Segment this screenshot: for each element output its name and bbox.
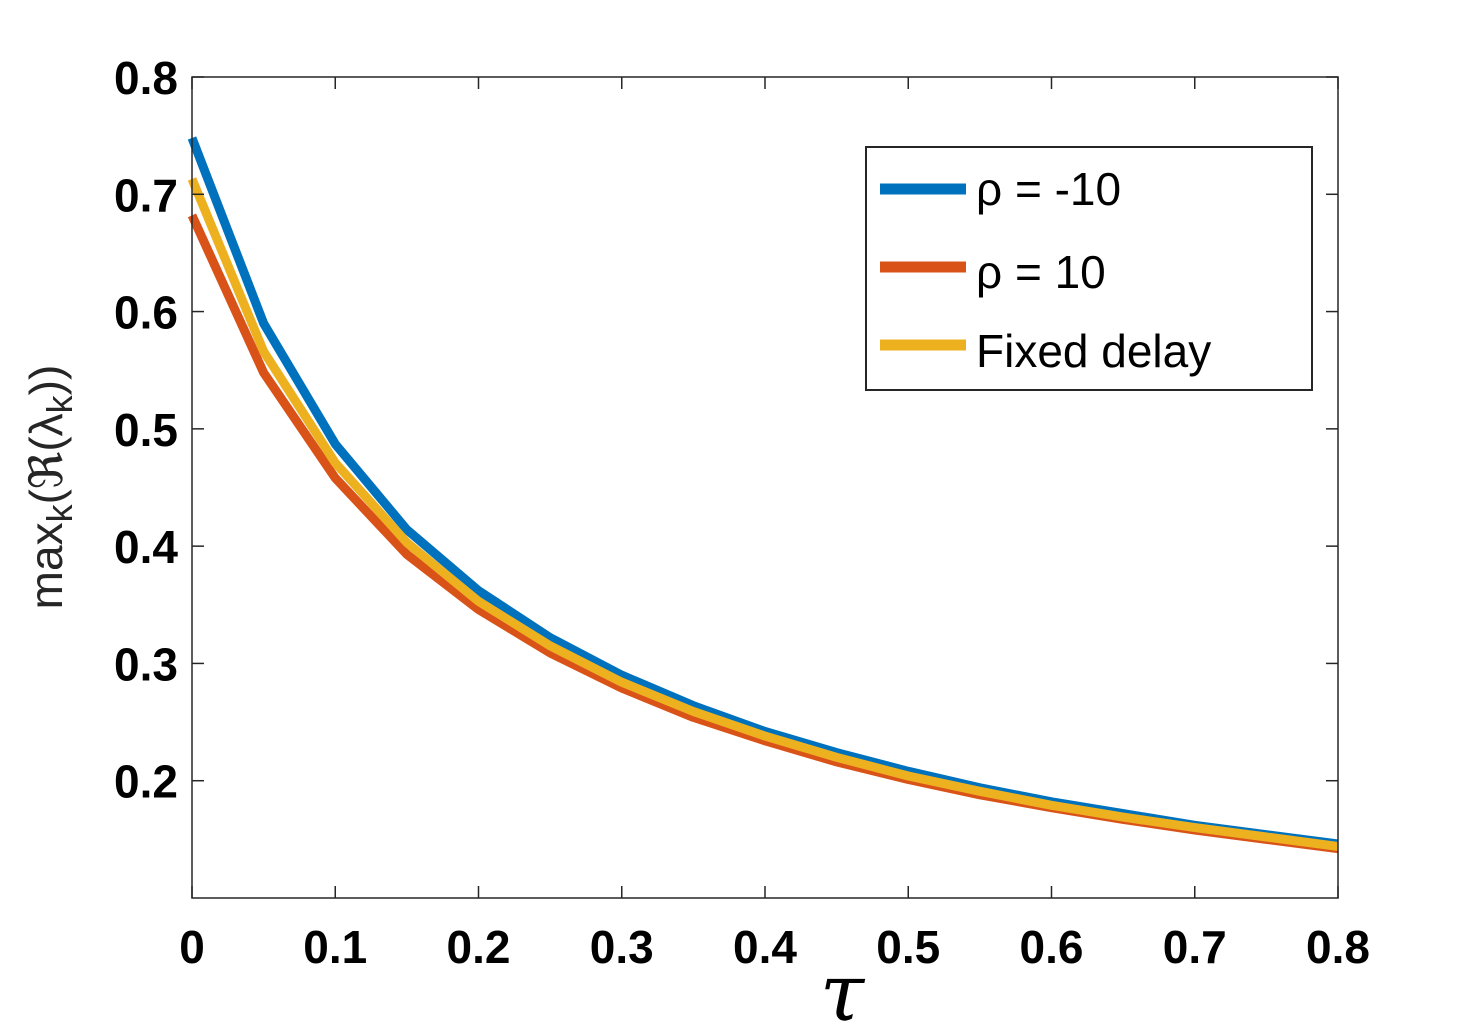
x-tick-label: 0.5	[876, 921, 940, 973]
y-tick-label: 0.3	[114, 638, 178, 690]
y-axis-label-re: (ℜ(λ	[20, 413, 72, 504]
y-tick-label: 0.7	[114, 169, 178, 221]
x-tick-label: 0.2	[447, 921, 511, 973]
legend-label-rho-neg10: ρ = -10	[976, 163, 1121, 215]
y-axis-label-close: ))	[20, 365, 72, 396]
x-tick-label: 0.8	[1306, 921, 1370, 973]
x-tick-labels: 0 0.1 0.2 0.3 0.4 0.5 0.6 0.7 0.8	[179, 921, 1370, 973]
x-tick-label: 0.4	[733, 921, 797, 973]
legend: ρ = -10 ρ = 10 Fixed delay	[865, 146, 1313, 391]
legend-label-rho-10: ρ = 10	[976, 246, 1106, 298]
x-tick-label: 0	[179, 921, 205, 973]
y-tick-label: 0.8	[114, 52, 178, 104]
legend-label-fixed-delay: Fixed delay	[976, 325, 1211, 377]
y-axis-label-max: max	[20, 522, 72, 609]
axes	[191, 76, 1339, 899]
x-tick-label: 0.1	[303, 921, 367, 973]
y-axis-label-sub: k	[39, 503, 80, 522]
x-tick-label: 0.6	[1020, 921, 1084, 973]
y-axis-label-sub2: k	[39, 394, 80, 413]
x-tick-label: 0.3	[590, 921, 654, 973]
x-tick-label: 0.7	[1163, 921, 1227, 973]
y-tick-label: 0.5	[114, 404, 178, 456]
y-tick-labels: 0.2 0.3 0.4 0.5 0.6 0.7 0.8	[114, 52, 178, 808]
series-layer	[187, 136, 1339, 854]
x-axis-label: τ	[820, 946, 866, 1034]
y-axis-label: maxk(ℜ(λk))	[20, 365, 80, 610]
y-tick-label: 0.2	[114, 756, 178, 808]
series-line-3	[187, 177, 1339, 851]
y-tick-label: 0.4	[114, 521, 178, 573]
svg-text:maxk(ℜ(λk)): maxk(ℜ(λk))	[20, 365, 80, 610]
y-tick-label: 0.6	[114, 287, 178, 339]
